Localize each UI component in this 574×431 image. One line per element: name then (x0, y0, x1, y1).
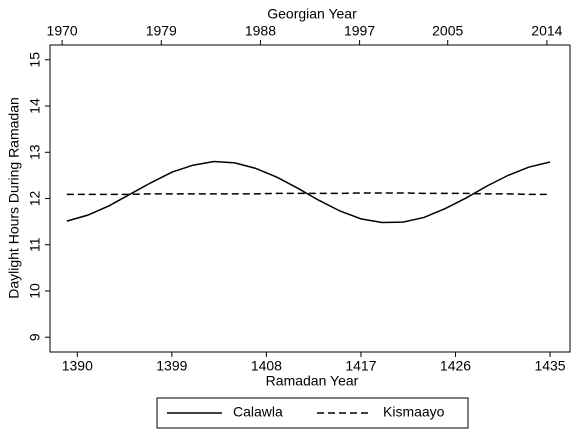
y-tick-label: 14 (27, 98, 43, 114)
x-tick-label: 1399 (156, 358, 187, 374)
x-axis-title: Ramadan Year (266, 373, 359, 389)
x-tick-label: 1435 (534, 358, 565, 374)
y-tick-label: 11 (27, 237, 43, 252)
x2-tick-label: 1970 (47, 23, 78, 39)
plot-frame (49, 44, 571, 353)
y-tick-label: 15 (27, 52, 43, 68)
y-tick-label: 12 (27, 191, 43, 207)
x-tick-label: 1408 (251, 358, 282, 374)
x2-tick-label: 1979 (146, 23, 177, 39)
x2-tick-label: 1988 (245, 23, 276, 39)
y-axis-title: Daylight Hours During Ramadan (6, 97, 22, 299)
x2-tick-label: 1997 (344, 23, 375, 39)
y-tick-label: 9 (27, 333, 43, 341)
legend-label: Calawla (233, 404, 283, 420)
series-line (66, 160, 551, 224)
y-tick-label: 10 (27, 283, 43, 299)
y-tick-label: 13 (27, 144, 43, 160)
x2-axis-title: Georgian Year (267, 6, 357, 22)
series-line (66, 192, 551, 196)
x-tick-label: 1390 (62, 358, 93, 374)
x2-tick-label: 2014 (531, 23, 562, 39)
x2-tick-label: 2005 (432, 23, 463, 39)
x-tick-label: 1417 (345, 358, 376, 374)
x-tick-label: 1426 (440, 358, 471, 374)
legend-label: Kismaayo (383, 404, 445, 420)
